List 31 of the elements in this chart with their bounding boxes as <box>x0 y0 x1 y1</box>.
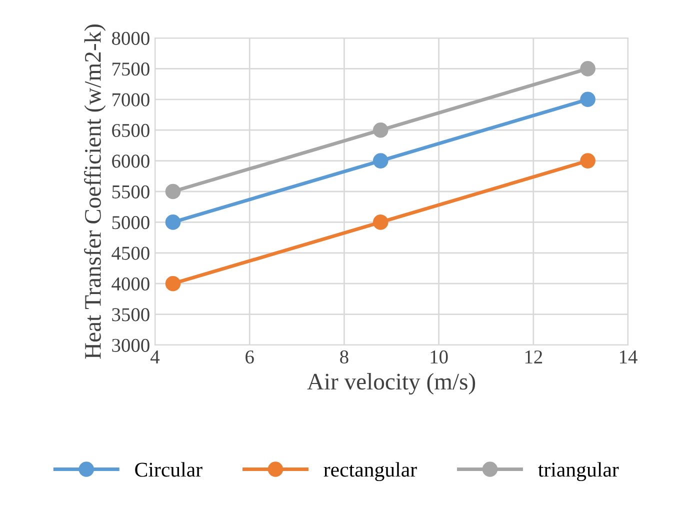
point <box>165 214 181 230</box>
y-axis-title: Heat Transfer Coefficient (w/m2-k) <box>84 24 106 359</box>
y-tick-label: 4500 <box>112 246 150 260</box>
y-tick-label: 5500 <box>112 185 150 198</box>
y-tick-label: 7500 <box>112 62 150 76</box>
point <box>372 214 388 230</box>
x-tick-label: 6 <box>246 350 254 364</box>
point <box>165 184 181 200</box>
point <box>580 153 596 168</box>
x-tick-label: 10 <box>430 350 448 364</box>
y-tick-label: 3500 <box>112 308 150 322</box>
y-tick-label: 8000 <box>112 32 150 45</box>
y-tick-label: 6000 <box>112 154 150 168</box>
y-tick-label: 6500 <box>112 124 150 138</box>
y-tick-label: 7000 <box>112 93 150 106</box>
point <box>580 92 596 108</box>
point <box>372 122 388 138</box>
point <box>165 276 181 292</box>
x-tick-label: 14 <box>620 350 638 364</box>
y-tick-label: 3000 <box>112 338 150 352</box>
x-tick-label: 8 <box>340 350 348 364</box>
legend-label: triangular <box>538 462 619 482</box>
y-tick-label: 4000 <box>112 277 150 291</box>
y-tick-label: 5000 <box>112 216 150 230</box>
x-tick-label: 12 <box>525 350 542 364</box>
point <box>372 153 388 168</box>
legend-label: Circular <box>135 462 202 477</box>
x-tick-label: 4 <box>150 350 160 364</box>
legend-label: rectangular <box>324 462 417 482</box>
x-axis-title: Air velocity (m/s) <box>307 373 476 395</box>
point <box>580 61 596 76</box>
